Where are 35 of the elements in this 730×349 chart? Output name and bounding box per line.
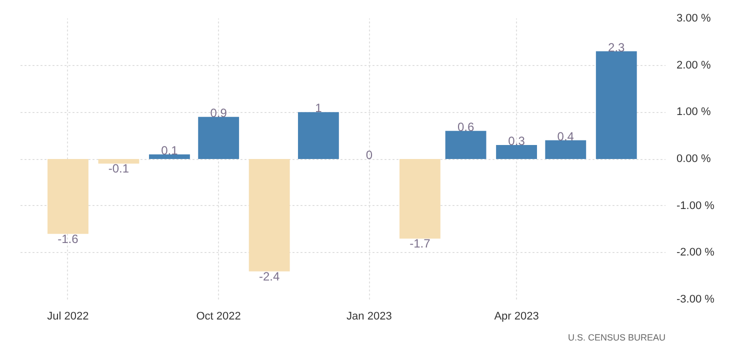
bar — [248, 159, 290, 272]
data-label: 0 — [366, 148, 373, 162]
bar — [198, 116, 240, 159]
data-label: 0.9 — [210, 106, 228, 120]
bar — [496, 144, 537, 159]
data-label: 0.6 — [457, 120, 474, 134]
data-label: 1 — [315, 101, 322, 116]
bar — [445, 130, 486, 159]
y-tick-label: -1.00 % — [676, 200, 715, 212]
data-label: -0.1 — [108, 162, 130, 176]
data-label: 0.1 — [161, 143, 178, 158]
y-tick-label: 1.00 % — [676, 106, 711, 118]
x-tick-label: Apr 2023 — [494, 310, 539, 322]
data-label: -1.7 — [410, 236, 431, 251]
bar — [48, 159, 88, 234]
y-tick-label: 3.00 % — [676, 12, 711, 24]
y-tick-label: -3.00 % — [676, 294, 715, 306]
y-tick-label: -2.00 % — [676, 246, 715, 259]
data-label: -1.6 — [58, 232, 79, 246]
text: U.S. CENSUS BUREAU — [568, 332, 666, 342]
bar — [545, 140, 586, 159]
data-label: 2.3 — [608, 40, 626, 54]
data-label: -2.4 — [258, 269, 280, 284]
bar — [399, 159, 440, 239]
data-label: 0.4 — [557, 129, 574, 144]
y-tick-label: 0.00 % — [676, 153, 711, 165]
bar — [149, 154, 190, 159]
data-label: 0.3 — [508, 134, 526, 148]
x-tick-label: Jan 2023 — [346, 310, 392, 322]
bar — [596, 51, 637, 159]
y-tick-label: 2.00 % — [676, 59, 711, 72]
bar — [298, 112, 339, 159]
bar — [98, 159, 140, 164]
x-tick-label: Jul 2022 — [47, 310, 89, 322]
x-tick-label: Oct 2022 — [196, 310, 241, 322]
